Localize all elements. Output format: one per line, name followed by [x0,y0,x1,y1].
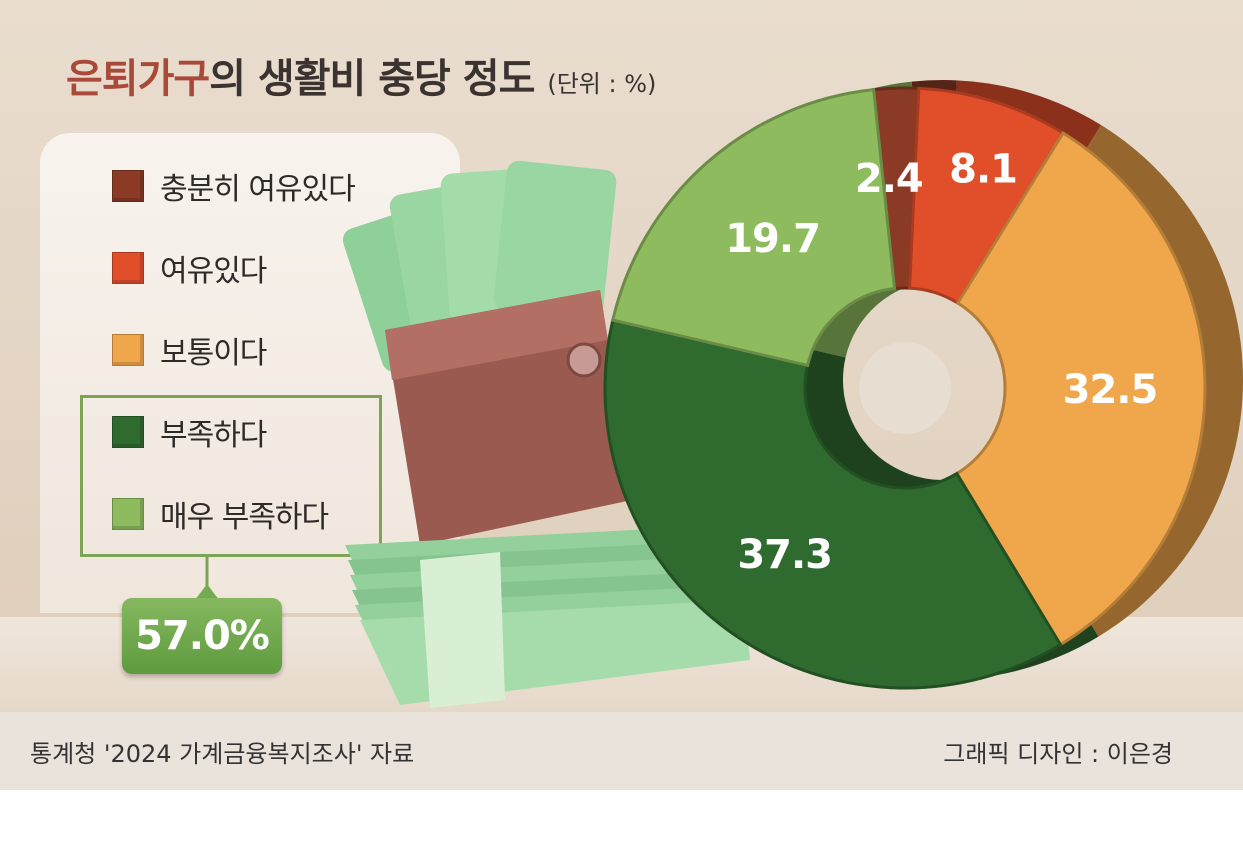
legend-label: 여유있다 [160,254,267,289]
donut-labels: 2.4 8.1 32.5 37.3 19.7 [725,146,1158,578]
donut-value-label: 37.3 [737,532,832,578]
chart-title: 은퇴가구의 생활비 충당 정도 (단위 : %) [66,46,656,104]
donut-slice [603,318,1063,690]
wallet-illustration [342,160,632,545]
legend-item-enough: 여유있다 [112,248,267,289]
footer-bar [0,712,1243,790]
legend-card [40,133,460,613]
donut-slice [954,130,1207,647]
legend-item-insufficient: 부족하다 [112,412,267,453]
donut-value-label: 32.5 [1063,367,1158,413]
legend-item-very-enough: 충분히 여유있다 [112,166,356,207]
callout-pointer [195,557,219,600]
legend-swatch [112,252,144,284]
donut-value-label: 2.4 [855,156,923,202]
legend-item-normal: 보통이다 [112,330,267,371]
legend-swatch [112,170,144,202]
source-note: 통계청 '2024 가계금융복지조사' 자료 [30,740,415,768]
legend-label: 매우 부족하다 [160,500,329,535]
legend-swatch [112,334,144,366]
legend-label: 충분히 여유있다 [160,172,356,207]
donut-value-label: 19.7 [725,216,820,262]
legend-label: 보통이다 [160,336,267,371]
donut-slices [603,86,1207,690]
donut-slice [610,87,897,368]
legend-swatch [112,416,144,448]
title-highlight: 은퇴가구 [66,56,210,102]
donut-chart: 2.4 8.1 32.5 37.3 19.7 [342,80,1243,708]
title-unit: (단위 : %) [547,70,657,98]
insufficient-group-box [80,395,382,557]
group-total-callout: 57.0% [122,598,282,674]
legend-item-very-insufficient: 매우 부족하다 [112,494,329,535]
donut-value-label: 8.1 [949,146,1017,192]
legend-swatch [112,498,144,530]
design-credit: 그래픽 디자인 : 이은경 [943,740,1173,768]
title-main: 의 생활비 충당 정도 [209,56,535,102]
legend-label: 부족하다 [160,418,267,453]
group-total-value: 57.0% [135,613,270,659]
donut-hole [859,342,951,434]
